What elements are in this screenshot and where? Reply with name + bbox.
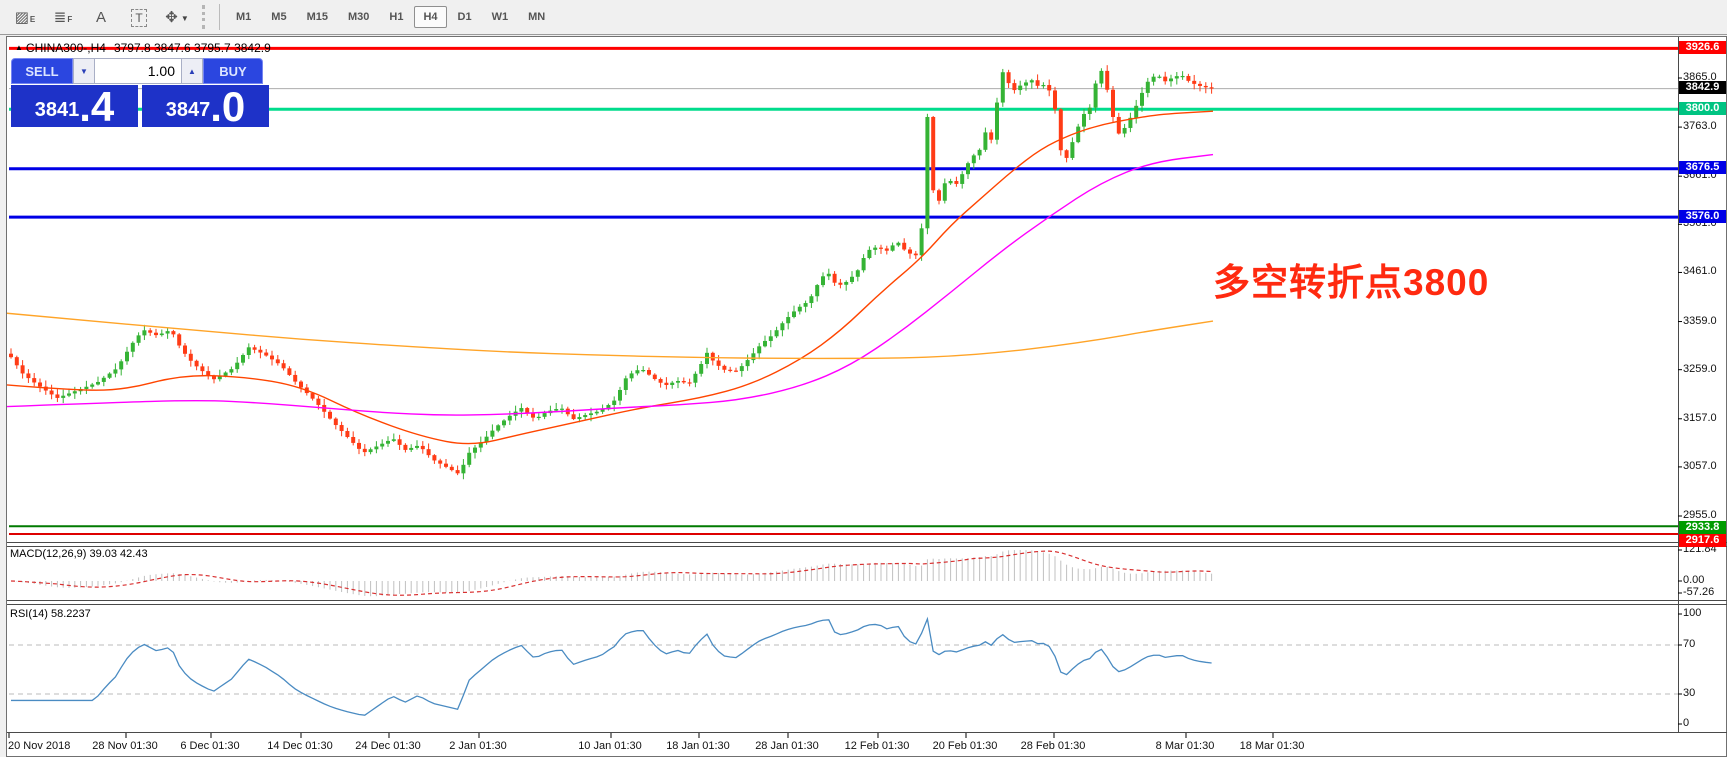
chevron-down-icon: ▼ <box>80 66 88 76</box>
timeframe-m30[interactable]: M30 <box>347 11 370 23</box>
text-label-icon[interactable]: A <box>95 9 106 26</box>
timeframe-h4[interactable]: H4 <box>414 6 447 28</box>
arrows-tool-icon[interactable]: ✥ ▼ <box>165 9 189 26</box>
price-axis[interactable] <box>1677 36 1727 731</box>
rsi-tick: 0 <box>1683 717 1690 729</box>
price-line-label: 2917.6 <box>1679 533 1726 547</box>
time-tick-label: 28 Jan 01:30 <box>755 740 819 752</box>
moving-averages <box>7 110 1214 445</box>
price-line-label: 2933.8 <box>1679 520 1726 534</box>
price-tick: 2955.0 <box>1683 509 1717 521</box>
bid-big-digit: .4 <box>79 83 115 130</box>
drawing-tools-group: ▨ E ≣ F A T ✥ ▼ <box>6 3 196 31</box>
chevron-up-icon: ▲ <box>188 66 196 76</box>
price-tick: 3259.0 <box>1683 362 1717 375</box>
rsi-label: RSI(14) 58.2237 <box>10 608 91 620</box>
equidistant-channel-icon[interactable]: ▨ E <box>14 9 36 26</box>
macd-histogram <box>16 550 1213 597</box>
toolbar: ▨ E ≣ F A T ✥ ▼ M1 M5 M15 M30 H1 H4 D1 W1 MN <box>0 0 1727 35</box>
chart-annotation-text: 多空转折点3800 <box>1213 262 1490 303</box>
fibonacci-retracement-icon[interactable]: ≣ F <box>53 9 73 26</box>
price-tick: 3157.0 <box>1683 411 1717 424</box>
buy-button[interactable]: BUY <box>203 58 263 84</box>
timeframe-m15[interactable]: M15 <box>306 11 328 23</box>
timeframe-m1[interactable]: M1 <box>236 11 252 23</box>
toolbar-separator <box>219 4 220 30</box>
time-tick-label: 6 Dec 01:30 <box>180 740 240 752</box>
chart-canvas[interactable] <box>7 37 1727 757</box>
ask-main-digits: 3847 <box>165 99 211 121</box>
timeframe-buttons-group: M1 M5 M15 M30 H1 H4 D1 W1 MN <box>226 6 555 28</box>
sell-button[interactable]: SELL <box>11 58 73 84</box>
price-line-label: 3800.0 <box>1679 101 1726 115</box>
timeframe-h1[interactable]: H1 <box>389 11 404 23</box>
ask-price-box[interactable]: 3847.0 <box>142 83 269 130</box>
price-tick: 3359.0 <box>1683 314 1717 327</box>
toolbar-grip <box>202 5 209 29</box>
macd-tick: -57.26 <box>1683 586 1715 598</box>
rsi-tick: 70 <box>1683 638 1696 650</box>
timeframe-d1[interactable]: D1 <box>457 11 472 23</box>
rsi-tick: 100 <box>1683 607 1702 619</box>
time-tick-label: 20 Feb 01:30 <box>932 740 998 752</box>
text-tool-icon[interactable]: T <box>122 3 156 31</box>
ask-big-digit: .0 <box>210 83 246 130</box>
time-tick-label: 14 Dec 01:30 <box>267 740 333 752</box>
ma-mid <box>7 153 1214 416</box>
macd-label: MACD(12,26,9) 39.03 42.43 <box>10 548 148 560</box>
time-tick-label: 2 Jan 01:30 <box>449 740 507 752</box>
ma-slow <box>7 312 1214 360</box>
price-tick: 3461.0 <box>1683 265 1717 278</box>
time-tick-label: 12 Feb 01:30 <box>844 740 910 752</box>
chart-window[interactable]: ▲ CHINA300-,H4 3797.8 3847.6 3795.7 3842.9… <box>6 36 1727 757</box>
candlestick-series[interactable] <box>9 65 1214 480</box>
time-tick-label: 10 Jan 01:30 <box>578 740 642 752</box>
price-tick: 3865.0 <box>1683 71 1717 83</box>
pane-separators[interactable] <box>7 37 1727 733</box>
bid-main-digits: 3841 <box>34 99 80 121</box>
price-line-label: 3842.9 <box>1679 81 1726 95</box>
volume-decrease-button[interactable]: ▼ <box>73 58 95 84</box>
price-line-label: 3576.0 <box>1679 209 1726 223</box>
price-tick: 3763.0 <box>1683 120 1717 133</box>
timeframe-mn[interactable]: MN <box>528 11 546 23</box>
time-tick-label: 8 Mar 01:30 <box>1155 740 1215 752</box>
timeframe-w1[interactable]: W1 <box>491 11 509 23</box>
ma-fast <box>7 110 1214 445</box>
rsi-tick: 30 <box>1683 687 1696 699</box>
price-line-label: 3676.5 <box>1679 161 1726 175</box>
axis-ticks <box>1678 77 1682 725</box>
macd-tick: 0.00 <box>1683 574 1705 586</box>
rsi-line <box>11 616 1212 716</box>
one-click-trade-panel: SELL ▼ ▲ BUY 3841.4 3847.0 <box>11 58 269 130</box>
timeframe-m5[interactable]: M5 <box>271 11 287 23</box>
time-tick-label: 20 Nov 2018 <box>8 740 71 752</box>
time-tick-label: 18 Jan 01:30 <box>666 740 730 752</box>
time-tick-label: 28 Feb 01:30 <box>1020 740 1086 752</box>
bid-price-box[interactable]: 3841.4 <box>11 83 138 130</box>
time-tick-label: 24 Dec 01:30 <box>355 740 421 752</box>
volume-input[interactable] <box>95 58 181 84</box>
price-line-label: 3926.6 <box>1679 40 1726 54</box>
horizontal-lines[interactable] <box>9 46 1678 536</box>
macd-signal-line <box>10 550 1212 596</box>
time-tick-label: 18 Mar 01:30 <box>1239 740 1305 752</box>
volume-increase-button[interactable]: ▲ <box>181 58 203 84</box>
time-tick-label: 28 Nov 01:30 <box>92 740 158 752</box>
time-ticks <box>8 733 1274 738</box>
price-tick: 3057.0 <box>1683 459 1717 472</box>
